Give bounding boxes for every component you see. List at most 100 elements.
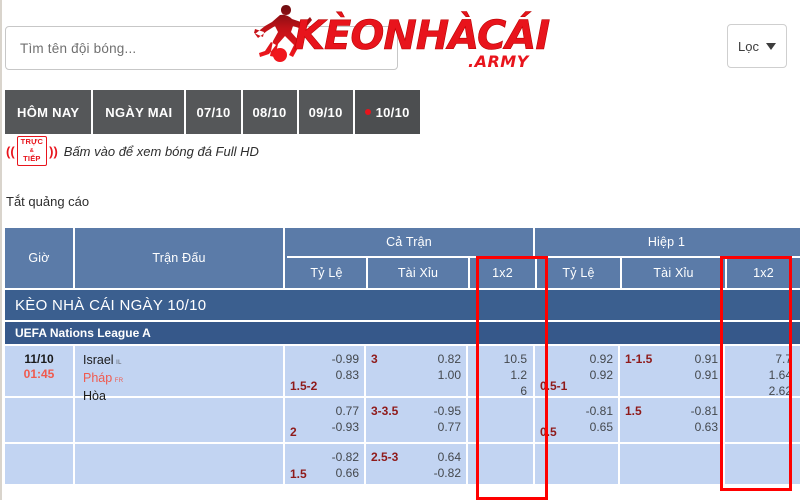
site-logo[interactable]: KÈONHÀCÁI .ARMY: [232, 2, 562, 78]
signal-right-icon: )): [49, 143, 58, 159]
full-time-over-under-cell[interactable]: 3-3.5 -0.95 0.77: [366, 398, 468, 444]
match-kickoff-time: 01:45: [23, 367, 55, 381]
first-half-handicap-cell-line: 0.5: [540, 425, 557, 439]
first-half-1x2-cell[interactable]: 7.7 1.64 2.62: [725, 346, 798, 398]
match-date: 11/10: [24, 352, 54, 366]
full-time-handicap-cell[interactable]: 2 0.77 -0.93: [285, 398, 366, 444]
draw-label-name: Hòa: [83, 389, 106, 403]
full-time-over-under-cell-over: -0.95: [433, 404, 461, 418]
live-badge-line1: TRỰC: [20, 137, 44, 147]
date-tab-label: 08/10: [252, 104, 287, 120]
date-tab-label: 09/10: [308, 104, 343, 120]
header-half-ou[interactable]: Tài Xỉu: [622, 256, 727, 288]
first-half-over-under-cell-under: 0.91: [694, 368, 718, 382]
full-time-handicap-cell-over: -0.82: [331, 450, 359, 464]
soccer-player-icon: [254, 5, 312, 62]
full-time-over-under-cell-under: 1.00: [437, 368, 461, 382]
match-time-cell: 11/10 01:45: [5, 346, 75, 398]
logo-wordmark: KÈONHÀCÁI: [294, 13, 551, 59]
first-half-handicap-cell-over: -0.81: [585, 404, 613, 418]
odds-table-header: Giờ Trận Đấu Cả Trận Hiệp 1 Tỷ Lệ Tài Xỉ…: [5, 228, 800, 288]
first-half-over-under-cell[interactable]: 1-1.5 0.91 0.91: [620, 346, 725, 398]
first-half-over-under-cell-values: -0.81 0.63: [625, 403, 718, 435]
date-tab-09-10[interactable]: 09/10: [298, 90, 353, 134]
first-half-over-under-cell[interactable]: 1.5 -0.81 0.63: [620, 398, 725, 444]
header-half-rate[interactable]: Tỷ Lệ: [537, 256, 622, 288]
first-half-handicap-cell[interactable]: 0.5 -0.81 0.65: [535, 398, 620, 444]
top-bar: Tìm tên đội bóng... KÈONHÀCÁI .ARMY Lọc: [0, 0, 800, 88]
first-half-over-under-cell-line: 1-1.5: [625, 352, 653, 366]
first-half-1x2-cell[interactable]: [725, 444, 798, 486]
match-teams-cell[interactable]: [75, 444, 285, 486]
header-half-1x2[interactable]: 1x2: [727, 256, 800, 288]
header-group-full: Cả Trận: [285, 228, 535, 256]
ad-off-link[interactable]: Tắt quảng cáo: [6, 194, 90, 209]
match-teams-cell[interactable]: [75, 398, 285, 444]
first-half-handicap-cell[interactable]: [535, 444, 620, 486]
league-row[interactable]: UEFA Nations League A: [5, 320, 800, 344]
first-half-1x2-cell[interactable]: [725, 398, 798, 444]
full-time-over-under-cell-values: 0.64 -0.82: [371, 449, 461, 481]
full-time-handicap-cell-line: 1.5-2: [290, 379, 318, 393]
date-tab-label: 10/10: [375, 104, 410, 120]
date-tab-08-10[interactable]: 08/10: [242, 90, 297, 134]
full-time-1x2-cell[interactable]: [468, 398, 535, 444]
first-half-handicap-cell-values: -0.81 0.65: [540, 403, 613, 435]
full-time-over-under-cell[interactable]: 3 0.82 1.00: [366, 346, 468, 398]
table-row[interactable]: 1.5 -0.82 0.66 2.5-3 0.64 -0.82: [5, 442, 800, 486]
first-half-over-under-cell[interactable]: [620, 444, 725, 486]
full-time-over-under-cell-over: 0.64: [437, 450, 461, 464]
match-teams-cell[interactable]: Israel IL Pháp FR Hòa: [75, 346, 285, 403]
date-tab-ngày-mai[interactable]: NGÀY MAI: [93, 90, 185, 134]
draw-label: Hòa: [83, 388, 283, 404]
date-tab-label: HÔM NAY: [17, 104, 80, 120]
table-title-bar: KÈO NHÀ CÁI NGÀY 10/10: [5, 288, 800, 320]
first-half-over-under-cell-values: 0.91 0.91: [625, 351, 718, 383]
full-time-1x2-cell-home: 10.5: [503, 352, 527, 366]
full-time-over-under-cell-under: 0.77: [437, 420, 461, 434]
header-full-rate[interactable]: Tỷ Lệ: [287, 256, 368, 288]
filter-button[interactable]: Lọc: [727, 24, 787, 68]
full-time-over-under-cell-line: 3-3.5: [371, 404, 399, 418]
first-half-1x2-cell-draw: 1.64: [768, 368, 792, 382]
full-time-1x2-cell-draw: 1.2: [510, 368, 527, 382]
date-tab-hôm-nay[interactable]: HÔM NAY: [5, 90, 92, 134]
away-team-country-code: FR: [112, 375, 124, 384]
date-tab-07-10[interactable]: 07/10: [186, 90, 241, 134]
table-row[interactable]: 2 0.77 -0.93 3-3.5 -0.95 0.77 0.5 -0.81 0.65 1.5-…: [5, 396, 800, 444]
live-badge-amp: &: [29, 147, 34, 154]
full-time-handicap-cell-under: 0.66: [335, 466, 359, 480]
first-half-handicap-cell-over: 0.92: [589, 352, 613, 366]
full-time-over-under-cell-values: 0.82 1.00: [371, 351, 461, 383]
live-badge: (( TRỰC & TIẾP )): [6, 136, 58, 166]
date-tab-bar: HÔM NAY NGÀY MAI 07/10 08/10 09/10 10/10: [5, 90, 420, 134]
away-team-name: Pháp: [83, 371, 113, 385]
header-time: Giờ: [5, 228, 75, 288]
full-time-handicap-cell-values: 0.77 -0.93: [290, 403, 359, 435]
header-full-1x2[interactable]: 1x2: [470, 256, 537, 288]
full-time-handicap-cell-values: -0.82 0.66: [290, 449, 359, 481]
first-half-1x2-cell-away: 2.62: [768, 384, 792, 398]
header-full-ou[interactable]: Tài Xỉu: [368, 256, 470, 288]
table-row[interactable]: 11/10 01:45 Israel IL Pháp FR Hòa 1.5-2 -0.99 0…: [5, 344, 800, 403]
home-team: Israel IL: [83, 352, 283, 370]
home-team-name: Israel: [83, 353, 114, 367]
odds-table: Giờ Trận Đấu Cả Trận Hiệp 1 Tỷ Lệ Tài Xỉ…: [5, 228, 800, 486]
full-time-1x2-cell[interactable]: [468, 444, 535, 486]
header-sub-row: Tỷ Lệ Tài Xỉu 1x2 Tỷ Lệ Tài Xỉu 1x2: [5, 256, 800, 288]
live-stream-promo[interactable]: (( TRỰC & TIẾP )) Bấm vào để xem bóng đá…: [6, 136, 259, 166]
full-time-over-under-cell[interactable]: 2.5-3 0.64 -0.82: [366, 444, 468, 486]
date-tab-10-10[interactable]: 10/10: [354, 90, 420, 134]
first-half-handicap-cell-under: 0.65: [589, 420, 613, 434]
full-time-handicap-cell[interactable]: 1.5-2 -0.99 0.83: [285, 346, 366, 398]
full-time-handicap-cell[interactable]: 1.5 -0.82 0.66: [285, 444, 366, 486]
first-half-handicap-cell[interactable]: 0.5-1 0.92 0.92: [535, 346, 620, 398]
full-time-over-under-cell-under: -0.82: [433, 466, 461, 480]
date-tab-label: 07/10: [196, 104, 231, 120]
full-time-1x2-cell[interactable]: 10.5 1.2 6: [468, 346, 535, 398]
first-half-handicap-cell-values: 0.92 0.92: [540, 351, 613, 383]
search-input[interactable]: Tìm tên đội bóng...: [5, 26, 398, 70]
page-left-edge-inner: [2, 0, 4, 500]
header-match: Trận Đấu: [75, 228, 285, 288]
